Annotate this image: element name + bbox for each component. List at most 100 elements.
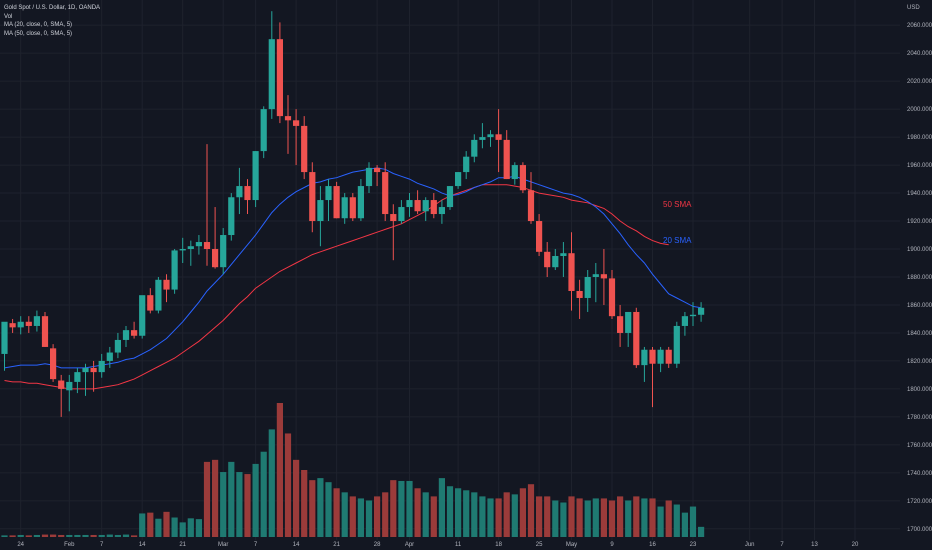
candle[interactable] (131, 321, 138, 339)
candle[interactable] (284, 95, 292, 154)
candle-body (155, 279, 162, 311)
candle[interactable] (568, 232, 575, 311)
candle[interactable] (503, 130, 510, 180)
candle[interactable] (66, 374, 73, 412)
candle[interactable] (495, 109, 502, 173)
candle[interactable] (584, 270, 591, 312)
volume-bar (584, 500, 591, 537)
candle[interactable] (187, 240, 194, 266)
candle[interactable] (1, 321, 8, 371)
candle[interactable] (365, 162, 373, 194)
candle[interactable] (195, 235, 202, 255)
candle[interactable] (317, 186, 324, 247)
candle[interactable] (633, 307, 640, 368)
candle[interactable] (171, 249, 178, 294)
candle[interactable] (25, 316, 32, 333)
candle[interactable] (649, 346, 656, 408)
candle[interactable] (9, 318, 16, 333)
candle[interactable] (625, 311, 632, 347)
candle[interactable] (114, 332, 121, 359)
candle[interactable] (50, 344, 57, 382)
candle[interactable] (641, 346, 648, 382)
time-tick-label: 21 (333, 542, 340, 548)
candle[interactable] (139, 295, 146, 339)
candle[interactable] (260, 106, 267, 159)
candle[interactable] (657, 346, 664, 373)
candle[interactable] (471, 134, 478, 163)
candle[interactable] (155, 276, 162, 314)
candle[interactable] (689, 302, 697, 326)
candle[interactable] (349, 193, 356, 222)
candle-body (179, 249, 186, 251)
candle[interactable] (698, 302, 705, 322)
candle[interactable] (236, 167, 243, 215)
candle[interactable] (544, 242, 551, 277)
candle[interactable] (41, 311, 49, 347)
price-tick-label: 1740.000 (907, 471, 932, 477)
volume-bars (1, 403, 705, 537)
candle[interactable] (357, 179, 364, 222)
candle[interactable] (33, 310, 40, 332)
candle[interactable] (74, 367, 81, 394)
candle[interactable] (17, 316, 24, 335)
time-tick-label: 23 (690, 542, 697, 548)
candle[interactable] (98, 353, 105, 378)
candle[interactable] (58, 374, 65, 417)
candle[interactable] (374, 165, 381, 187)
candle[interactable] (479, 123, 486, 149)
candle[interactable] (681, 311, 688, 336)
price-axis[interactable]: 2060.000 2040.000 2020.000 2000.000 1980.000… (907, 23, 932, 533)
candle[interactable] (106, 346, 113, 368)
candle[interactable] (446, 186, 454, 210)
candle[interactable] (301, 116, 308, 180)
candle[interactable] (608, 270, 616, 319)
candle[interactable] (519, 162, 526, 194)
candle[interactable] (511, 162, 518, 185)
candle[interactable] (203, 144, 211, 266)
candle[interactable] (309, 162, 316, 233)
candle[interactable] (455, 172, 462, 189)
candle[interactable] (147, 288, 154, 314)
candle[interactable] (592, 263, 599, 303)
candle[interactable] (438, 200, 445, 224)
candle[interactable] (673, 321, 680, 368)
time-axis[interactable]: 24 Feb 7 14 21 Mar 7 14 21 28 Apr 11 18 25 May 9 16 23 Jun… (17, 542, 859, 548)
candle[interactable] (90, 360, 97, 392)
candle[interactable] (325, 179, 332, 222)
candle[interactable] (527, 172, 535, 224)
candle[interactable] (333, 181, 340, 219)
candle[interactable] (576, 279, 583, 319)
candle[interactable] (406, 193, 413, 217)
candle[interactable] (244, 179, 251, 215)
candle[interactable] (220, 228, 227, 275)
candle[interactable] (268, 11, 275, 119)
candle[interactable] (293, 109, 300, 166)
candle[interactable] (212, 207, 219, 269)
candle[interactable] (382, 162, 389, 222)
candle[interactable] (463, 151, 470, 180)
candle[interactable] (252, 151, 259, 208)
candle[interactable] (341, 193, 348, 224)
candle-body (681, 316, 688, 326)
candle[interactable] (617, 304, 624, 347)
candle[interactable] (122, 325, 130, 347)
candle[interactable] (560, 242, 567, 277)
candle[interactable] (536, 214, 543, 257)
candle[interactable] (422, 197, 429, 222)
candle[interactable] (179, 237, 186, 264)
candle-body (220, 235, 227, 268)
candle[interactable] (600, 249, 607, 305)
candle[interactable] (665, 346, 672, 368)
candle[interactable] (228, 193, 235, 241)
candle-body (9, 323, 16, 328)
candle[interactable] (390, 204, 397, 261)
candle[interactable] (82, 363, 89, 396)
candle[interactable] (163, 274, 170, 303)
candle[interactable] (430, 193, 437, 219)
candle[interactable] (398, 200, 405, 224)
candle[interactable] (414, 190, 421, 215)
candle[interactable] (552, 249, 559, 270)
candle[interactable] (276, 22, 283, 124)
candle[interactable] (487, 130, 494, 147)
